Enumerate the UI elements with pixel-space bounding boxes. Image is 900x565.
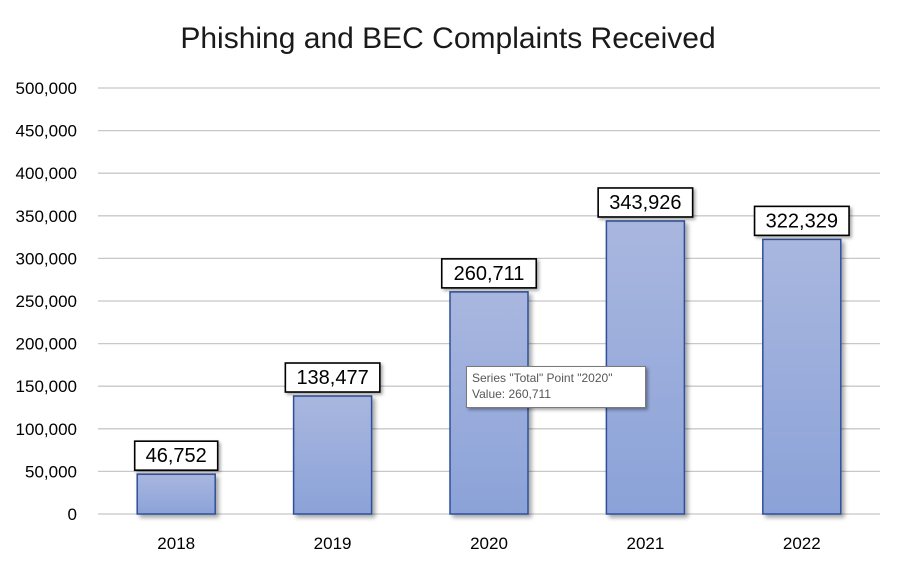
data-labels: 46,752 138,477 260,711 343,926 322,329 (133, 187, 850, 471)
x-tick-label: 2022 (783, 534, 821, 553)
data-label-box (753, 205, 850, 237)
data-label-2018[interactable]: 46,752 (133, 440, 219, 471)
tooltip-value: Value: 260,711 (472, 387, 551, 401)
x-axis-tick-labels: 2018 2019 2020 2021 2022 (157, 534, 820, 553)
y-tick-label: 450,000 (16, 122, 77, 141)
x-tick-label: 2019 (314, 534, 352, 553)
y-tick-label: 150,000 (16, 377, 77, 396)
y-tick-label: 100,000 (16, 420, 77, 439)
y-tick-label: 250,000 (16, 292, 77, 311)
data-label-2021[interactable]: 343,926 (597, 187, 694, 218)
y-tick-label: 200,000 (16, 335, 77, 354)
data-label-2022[interactable]: 322,329 (753, 205, 850, 237)
data-label-box (284, 362, 381, 393)
data-label-text: 343,926 (609, 192, 681, 214)
y-tick-label: 500,000 (16, 79, 77, 98)
y-tick-label: 300,000 (16, 249, 77, 268)
y-tick-label: 350,000 (16, 207, 77, 226)
bar-2022[interactable] (762, 238, 842, 515)
y-tick-label: 400,000 (16, 164, 77, 183)
x-tick-label: 2018 (157, 534, 195, 553)
data-label-box (440, 258, 538, 289)
y-axis-tick-labels: 0 50,000 100,000 150,000 200,000 250,000 300,0… (16, 79, 77, 524)
data-label-text: 46,752 (146, 445, 207, 467)
bar-2019[interactable] (292, 395, 373, 515)
y-tick-label: 50,000 (25, 462, 77, 481)
x-tick-label: 2021 (626, 534, 664, 553)
data-label-box (133, 440, 219, 471)
data-label-text: 260,711 (454, 263, 525, 285)
y-tick-label: 0 (68, 505, 77, 524)
data-label-text: 138,477 (296, 367, 368, 389)
chart-tooltip: Series "Total" Point "2020" Value: 260,7… (466, 366, 646, 408)
chart-title: Phishing and BEC Complaints Received (180, 22, 715, 55)
data-label-2020[interactable]: 260,711 (440, 258, 538, 289)
bar-2018[interactable] (136, 473, 216, 515)
data-label-box (597, 187, 694, 218)
x-tick-label: 2020 (470, 534, 508, 553)
tooltip-series-point: Series "Total" Point "2020" (472, 371, 613, 385)
data-label-text: 322,329 (766, 210, 838, 232)
data-label-2019[interactable]: 138,477 (284, 362, 381, 393)
